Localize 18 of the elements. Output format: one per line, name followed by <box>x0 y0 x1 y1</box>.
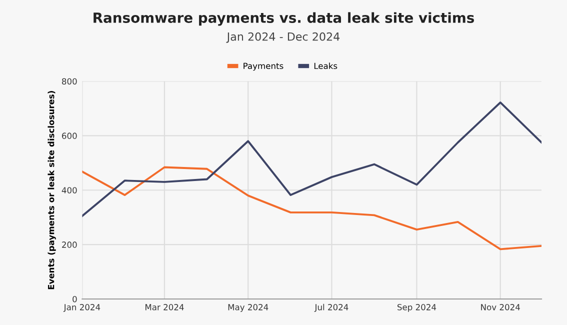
x-tick-label: Mar 2024 <box>146 304 184 310</box>
x-tick-label: Jul 2024 <box>314 304 348 312</box>
x-tick-label: Jan 2024 <box>63 304 100 312</box>
chart-subtitle: Jan 2024 - Dec 2024 <box>226 32 340 43</box>
y-axis-title: Events (payments or leak site disclosures) <box>48 91 56 290</box>
x-tick-label: Sep 2024 <box>397 304 436 312</box>
y-tick-label: 0 <box>72 296 77 302</box>
legend-label: Leaks <box>314 62 338 70</box>
y-tick-label: 400 <box>62 187 77 194</box>
x-tick-label: May 2024 <box>228 304 268 312</box>
line-series <box>82 166 542 250</box>
line-series <box>82 102 542 217</box>
y-tick-label: 800 <box>62 78 77 85</box>
x-tick-label: Nov 2024 <box>481 304 520 310</box>
y-tick-label: 200 <box>62 242 77 248</box>
y-tick-label: 600 <box>62 132 77 139</box>
chart-title: Ransomware payments vs. data leak site victims <box>94 12 474 26</box>
legend-label: Payments <box>244 62 284 71</box>
